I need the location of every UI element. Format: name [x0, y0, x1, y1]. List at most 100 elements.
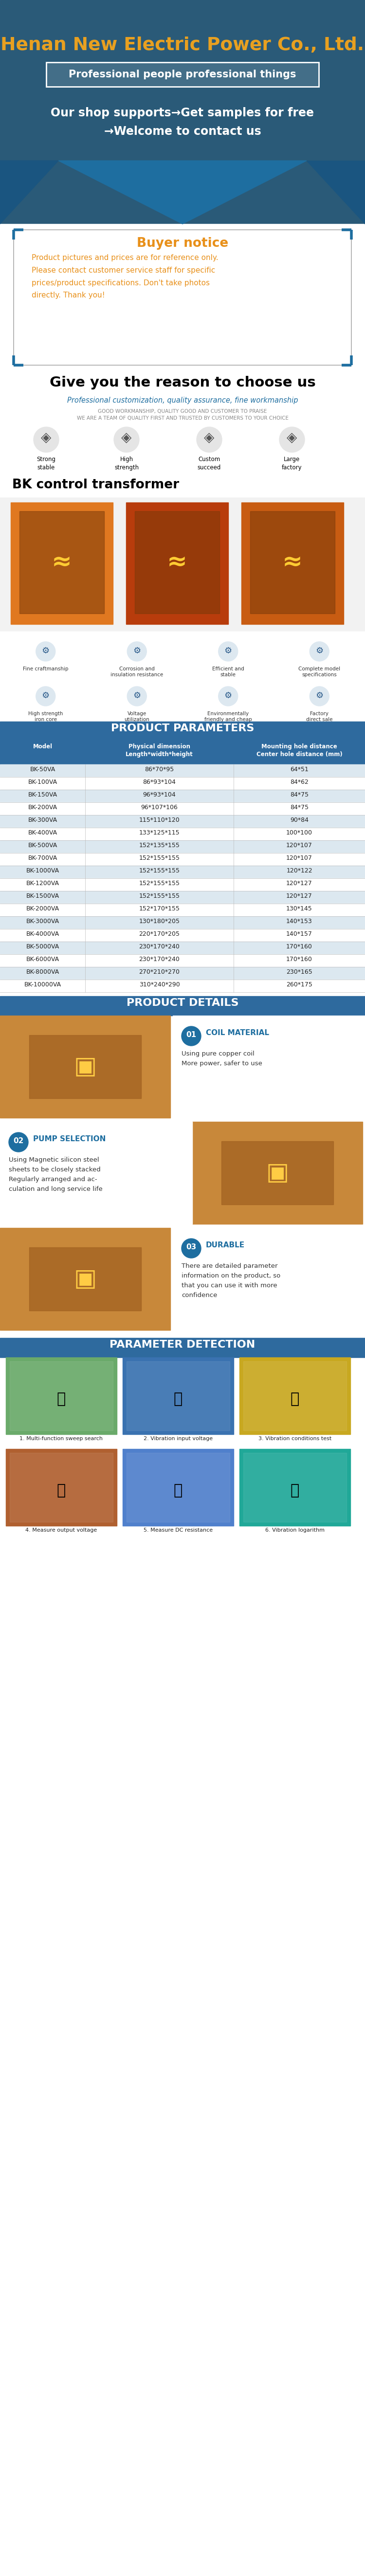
Text: DURABLE: DURABLE [206, 1242, 245, 1249]
Bar [192, 1121, 362, 1224]
Bar [0, 497, 365, 631]
Bar [123, 1358, 234, 1435]
Bar [0, 1229, 170, 1329]
Text: 152*135*155: 152*135*155 [139, 842, 180, 848]
Text: PARAMETER DETECTION: PARAMETER DETECTION [110, 1340, 256, 1350]
Circle shape [310, 685, 329, 706]
Bar [46, 62, 319, 88]
Text: 310*240*290: 310*240*290 [139, 981, 180, 987]
Bar [0, 631, 365, 721]
Text: BK-8000VA: BK-8000VA [26, 969, 59, 976]
Bar [0, 371, 365, 482]
Text: 4. Measure output voltage: 4. Measure output voltage [26, 1528, 97, 1533]
Bar [173, 1229, 365, 1329]
Text: BK-1500VA: BK-1500VA [26, 894, 59, 899]
Bar [250, 510, 335, 613]
Text: ⚙: ⚙ [315, 647, 323, 654]
Circle shape [127, 685, 147, 706]
Text: 260*175: 260*175 [286, 981, 312, 987]
Text: There are detailed parameter
information on the product, so
that you can use it : There are detailed parameter information… [181, 1262, 280, 1298]
Bar [243, 1360, 346, 1430]
Bar [0, 1015, 170, 1118]
Bar [243, 1453, 346, 1522]
Text: 170*160: 170*160 [286, 943, 312, 951]
Circle shape [181, 1025, 201, 1046]
Text: BK-5000VA: BK-5000VA [26, 943, 59, 951]
Text: ⚙: ⚙ [42, 690, 50, 701]
Text: 🔬: 🔬 [291, 1484, 299, 1497]
Bar [127, 1453, 230, 1522]
Text: Custom
succeed: Custom succeed [197, 456, 221, 471]
Text: ▣: ▣ [74, 1056, 97, 1079]
FancyBboxPatch shape [14, 229, 351, 366]
Text: →Welcome to contact us: →Welcome to contact us [104, 126, 261, 137]
Text: Physical dimension
Length*width*height: Physical dimension Length*width*height [126, 744, 193, 757]
Bar [173, 1015, 365, 1118]
Text: 133*125*115: 133*125*115 [139, 829, 180, 837]
Text: 152*170*155: 152*170*155 [139, 907, 180, 912]
Text: ◈: ◈ [204, 430, 215, 446]
Circle shape [114, 428, 139, 453]
Text: 84*62: 84*62 [290, 778, 308, 786]
Text: ⚙: ⚙ [42, 647, 50, 654]
Circle shape [197, 428, 222, 453]
Bar [0, 891, 365, 904]
Bar [19, 510, 104, 613]
Bar [0, 943, 365, 953]
Circle shape [181, 1239, 201, 1257]
Text: ▣: ▣ [266, 1162, 289, 1185]
Polygon shape [58, 160, 307, 224]
Bar [135, 510, 219, 613]
Text: Efficient and
stable: Efficient and stable [212, 667, 244, 677]
Text: 96*93*104: 96*93*104 [143, 791, 176, 799]
Text: Environmentally
friendly and cheap: Environmentally friendly and cheap [204, 711, 252, 721]
Text: 130*180*205: 130*180*205 [139, 917, 180, 925]
Text: 96*107*106: 96*107*106 [141, 804, 178, 811]
Text: ⚙: ⚙ [224, 647, 232, 654]
Text: BK-200VA: BK-200VA [28, 804, 57, 811]
Text: 2. Vibration input voltage: 2. Vibration input voltage [143, 1437, 213, 1440]
Text: ≈: ≈ [51, 551, 72, 574]
Text: 152*155*155: 152*155*155 [139, 894, 180, 899]
Bar [0, 904, 365, 917]
Bar [0, 1121, 192, 1224]
Bar [0, 721, 365, 742]
Bar [0, 224, 365, 371]
Text: 64*51: 64*51 [290, 765, 308, 773]
Text: 🔬: 🔬 [174, 1484, 182, 1497]
Text: 🔬: 🔬 [291, 1391, 299, 1406]
Text: 140*153: 140*153 [286, 917, 312, 925]
Bar [0, 930, 365, 943]
Bar [0, 840, 365, 853]
Circle shape [36, 685, 55, 706]
Bar [0, 477, 365, 497]
Text: 3. Vibration conditions test: 3. Vibration conditions test [258, 1437, 331, 1440]
Text: ⚙: ⚙ [133, 690, 141, 701]
Text: GOOD WORKMANSHIP, QUALITY GOOD AND CUSTOMER TO PRAISE
WE ARE A TEAM OF QUALITY F: GOOD WORKMANSHIP, QUALITY GOOD AND CUSTO… [77, 410, 288, 420]
Bar [0, 791, 365, 801]
Text: 84*75: 84*75 [290, 804, 308, 811]
Text: Complete model
specifications: Complete model specifications [299, 667, 340, 677]
Text: 230*170*240: 230*170*240 [139, 956, 180, 963]
Bar [127, 1360, 230, 1430]
Text: BK-700VA: BK-700VA [28, 855, 57, 860]
Text: Large
factory: Large factory [282, 456, 302, 471]
Text: ◈: ◈ [41, 430, 51, 446]
Bar [0, 866, 365, 878]
Bar [0, 953, 365, 966]
Bar [0, 778, 365, 791]
Bar [0, 765, 365, 778]
Text: BK-6000VA: BK-6000VA [26, 956, 59, 963]
Text: ⚙: ⚙ [133, 647, 141, 654]
Text: 84*75: 84*75 [290, 791, 308, 799]
Text: Strong
stable: Strong stable [37, 456, 56, 471]
Bar [0, 827, 365, 840]
Circle shape [310, 641, 329, 662]
Text: ≈: ≈ [167, 551, 187, 574]
Text: BK control transformer: BK control transformer [12, 479, 179, 492]
Text: Give you the reason to choose us: Give you the reason to choose us [50, 376, 315, 389]
Bar [11, 502, 113, 623]
Text: BK-400VA: BK-400VA [28, 829, 57, 837]
Circle shape [34, 428, 59, 453]
Bar [10, 1360, 113, 1430]
